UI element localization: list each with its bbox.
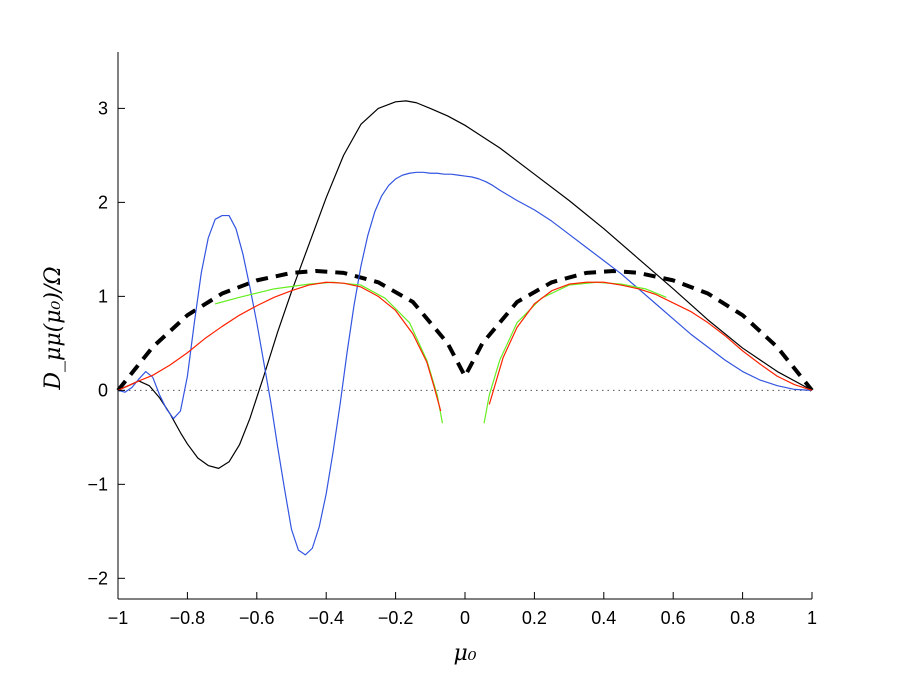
x-tick-label: −0.6 (239, 608, 275, 628)
y-tick-label: 0 (98, 380, 108, 400)
x-tick-label: −0.8 (170, 608, 206, 628)
x-tick-label: 0.2 (522, 608, 547, 628)
y-tick-label: 1 (98, 286, 108, 306)
series-line-5 (117, 281, 813, 412)
x-tick-label: 1 (807, 608, 817, 628)
x-axis-label: μ₀ (453, 641, 476, 666)
series-layer (116, 100, 814, 556)
x-tick-label: 0.4 (591, 608, 616, 628)
y-tick-label: −1 (87, 474, 108, 494)
x-tick-label: 0.6 (661, 608, 686, 628)
x-tick-label: −1 (108, 608, 129, 628)
y-tick-label: 2 (98, 192, 108, 212)
x-tick-label: −0.4 (308, 608, 344, 628)
y-axis-label: D_μμ(μ₀)/Ω (41, 266, 66, 390)
x-tick-label: −0.2 (378, 608, 414, 628)
series-line-3 (117, 171, 813, 556)
series-line-2 (117, 100, 813, 469)
y-tick-label: 3 (98, 98, 108, 118)
x-tick-label: 0 (460, 608, 470, 628)
y-tick-label: −2 (87, 568, 108, 588)
x-tick-label: 0.8 (730, 608, 755, 628)
series-line-1 (116, 268, 814, 392)
series-line-4 (215, 281, 667, 424)
